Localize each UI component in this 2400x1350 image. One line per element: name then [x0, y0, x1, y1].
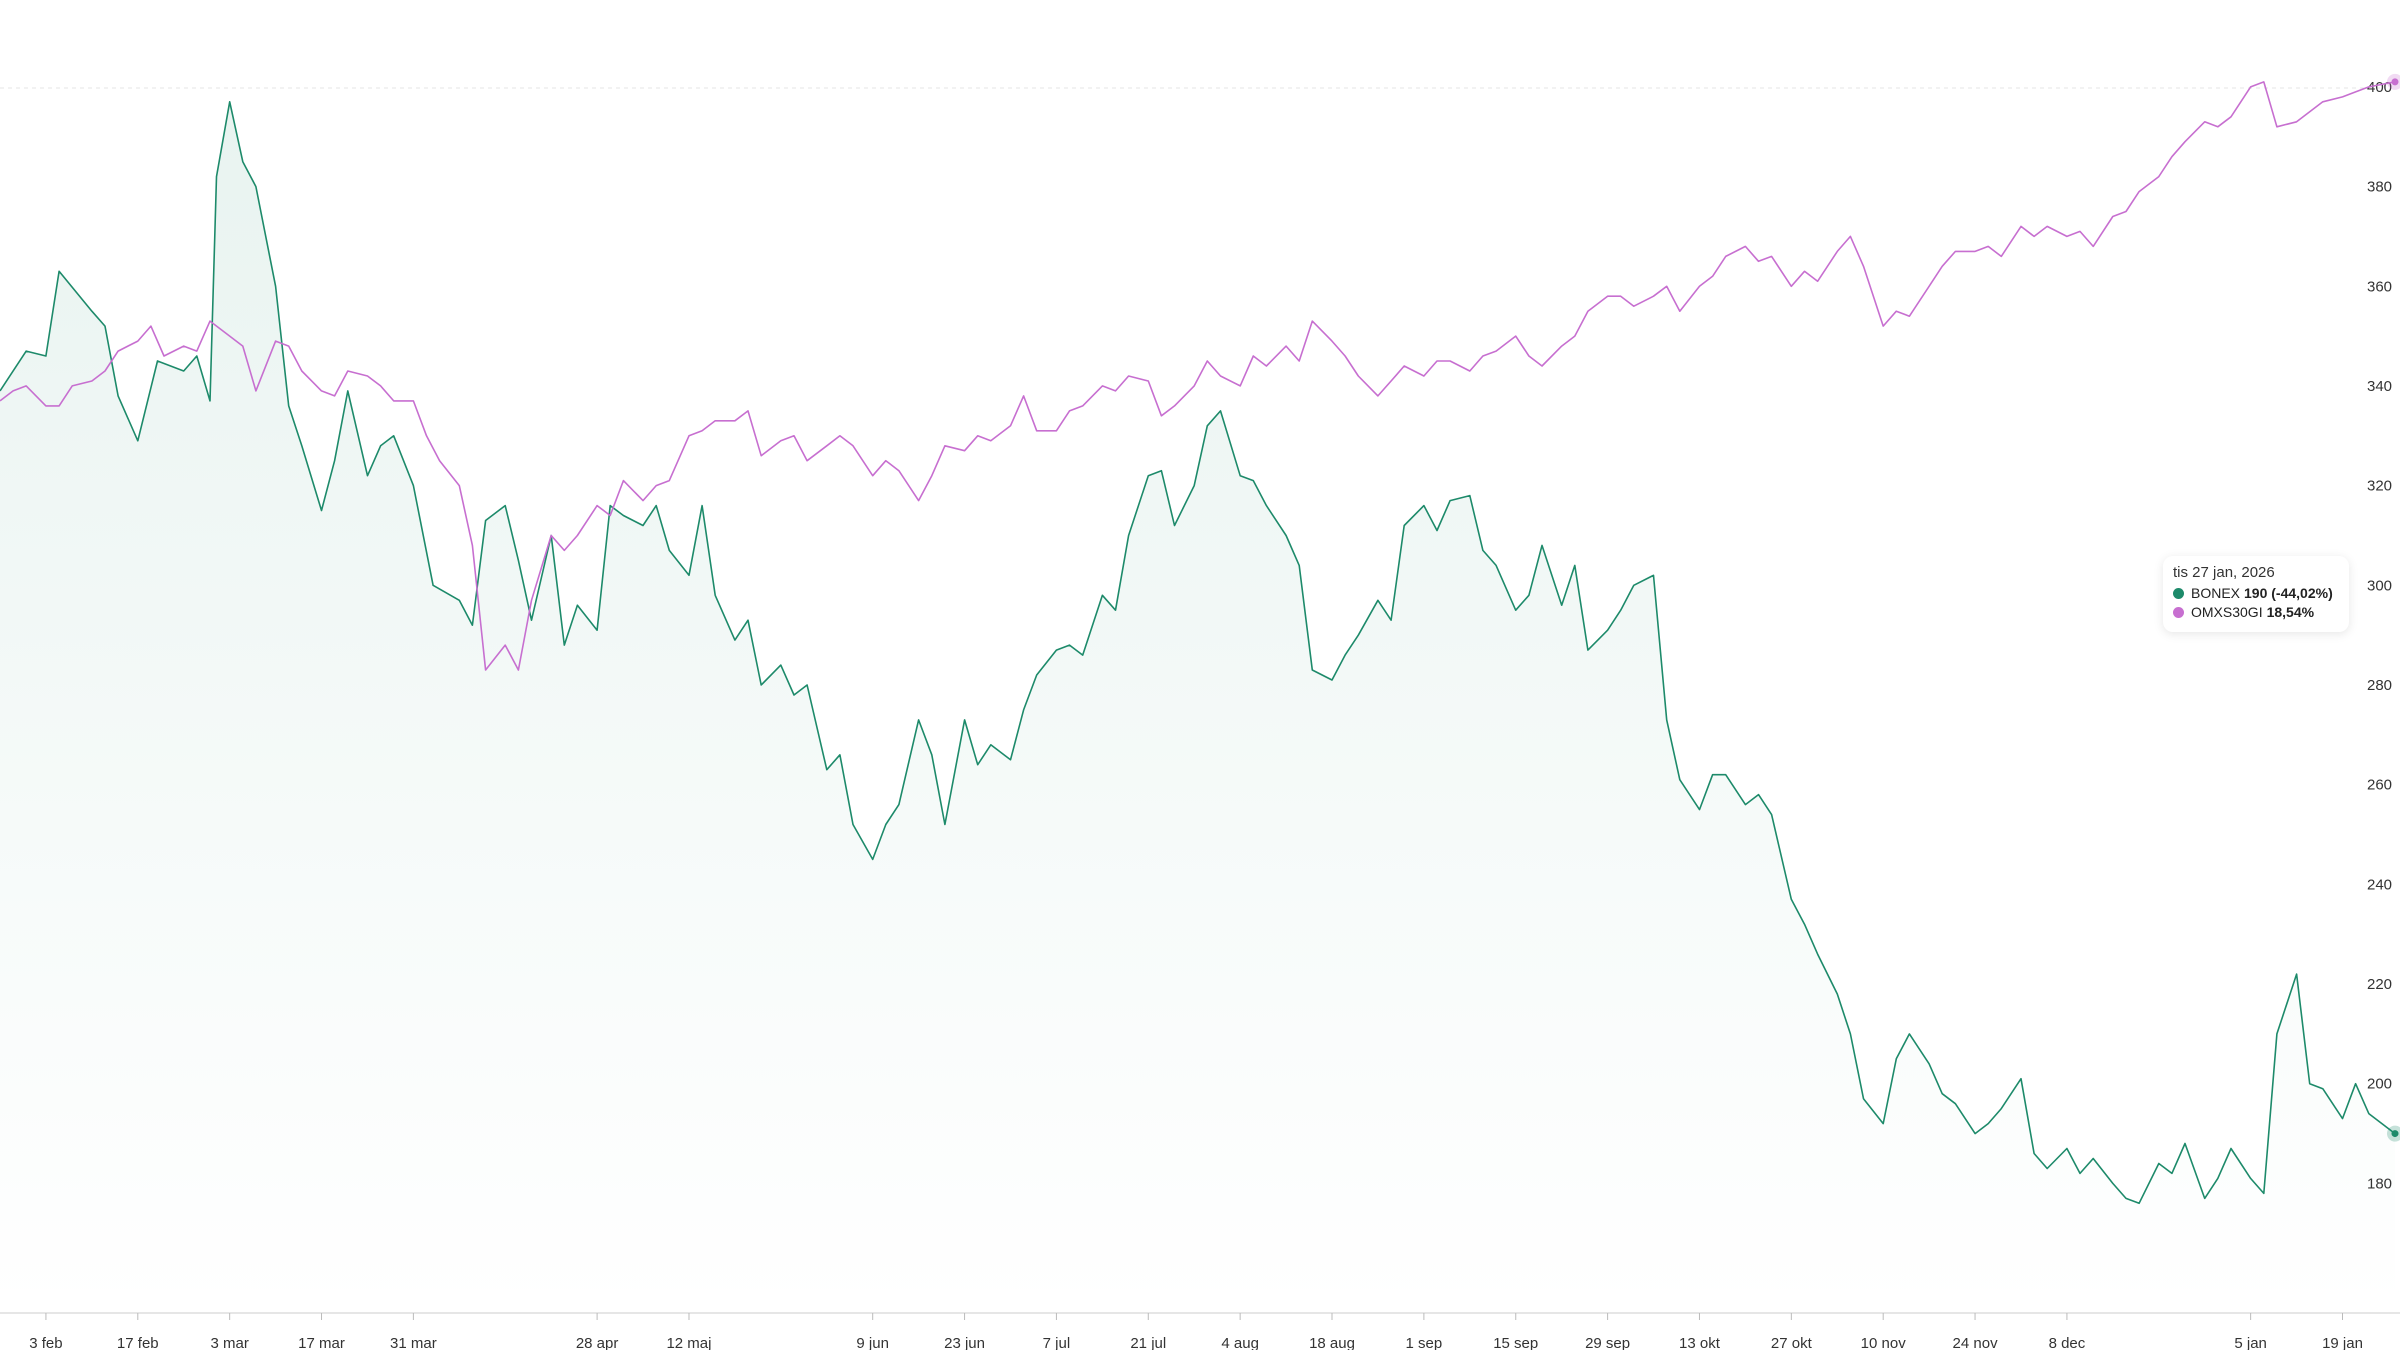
- y-tick-label: 380: [2367, 179, 2392, 196]
- y-tick-label: 360: [2367, 278, 2392, 295]
- x-tick-label: 21 jul: [1130, 1335, 1166, 1350]
- y-tick-label: 340: [2367, 378, 2392, 395]
- x-tick-label: 5 jan: [2234, 1335, 2267, 1350]
- y-tick-label: 300: [2367, 577, 2392, 594]
- x-tick-label: 1 sep: [1406, 1335, 1443, 1350]
- series-endpoint-bonex[interactable]: [2391, 1130, 2399, 1138]
- x-tick-label: 3 feb: [29, 1335, 62, 1350]
- x-tick-label: 17 feb: [117, 1335, 159, 1350]
- x-tick-label: 8 dec: [2049, 1335, 2086, 1350]
- series-layer: [0, 73, 2400, 1313]
- x-tick-label: 24 nov: [1953, 1335, 1999, 1350]
- series-endpoint-omxs30gi[interactable]: [2391, 78, 2399, 86]
- x-tick-label: 19 jan: [2322, 1335, 2363, 1350]
- tooltip-date: tis 27 jan, 2026: [2173, 564, 2275, 581]
- x-tick-label: 23 jun: [944, 1335, 985, 1350]
- series-line-omxs30gi[interactable]: [0, 81, 2396, 671]
- tooltip-series-name: BONEX: [2191, 585, 2241, 601]
- tooltip-row-omxs30gi: OMXS30GI 18,54%: [2173, 603, 2339, 622]
- x-tick-label: 10 nov: [1861, 1335, 1907, 1350]
- x-tick-label: 27 okt: [1771, 1335, 1813, 1350]
- x-tick-label: 7 jul: [1043, 1335, 1071, 1350]
- x-tick-label: 12 maj: [666, 1335, 711, 1350]
- tooltip-row-bonex: BONEX 190 (-44,02%): [2173, 584, 2339, 603]
- x-tick-label: 4 aug: [1221, 1335, 1259, 1350]
- y-tick-label: 280: [2367, 677, 2392, 694]
- tooltip-series-name: OMXS30GI: [2191, 604, 2263, 620]
- x-tick-label: 17 mar: [298, 1335, 345, 1350]
- x-tick-label: 9 jun: [856, 1335, 889, 1350]
- bonex-legend-dot: [2173, 588, 2184, 599]
- x-axis: 3 feb 17 feb 3 mar 17 mar 31 mar 28 apr 12 maj…: [0, 1312, 2400, 1350]
- y-tick-label: 260: [2367, 777, 2392, 794]
- series-area-bonex: [0, 101, 2395, 1313]
- y-tick-label: 320: [2367, 478, 2392, 495]
- hover-tooltip: tis 27 jan, 2026 BONEX 190 (-44,02%) OMX…: [2163, 556, 2349, 632]
- x-tick-label: 31 mar: [390, 1335, 437, 1350]
- series-line-bonex[interactable]: [0, 101, 2396, 1205]
- y-tick-label: 240: [2367, 876, 2392, 893]
- y-tick-label: 220: [2367, 976, 2392, 993]
- x-tick-label: 13 okt: [1679, 1335, 1721, 1350]
- x-tick-label: 18 aug: [1309, 1335, 1355, 1350]
- x-tick-label: 3 mar: [210, 1335, 248, 1350]
- x-tick-label: 29 sep: [1585, 1335, 1630, 1350]
- y-axis: 180200220240260280300320340360380400: [2367, 79, 2392, 1193]
- x-tick-label: 15 sep: [1493, 1335, 1538, 1350]
- tooltip-series-value: 18,54%: [2266, 604, 2315, 620]
- y-tick-label: 200: [2367, 1076, 2392, 1093]
- x-tick-label: 28 apr: [576, 1335, 619, 1350]
- tooltip-series-value: 190 (-44,02%): [2244, 585, 2333, 601]
- omxs30gi-legend-dot: [2173, 607, 2184, 618]
